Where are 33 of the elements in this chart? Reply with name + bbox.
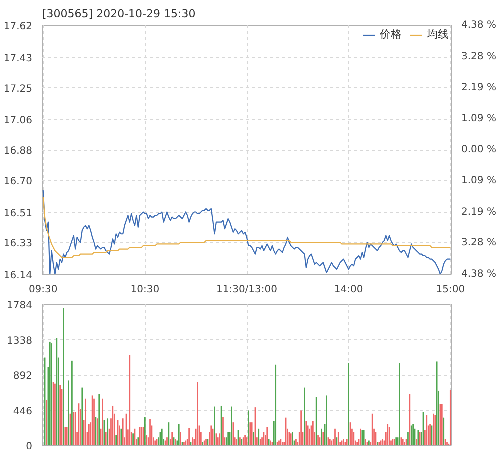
x-tick-label: 14:00 <box>334 284 364 296</box>
x-tick-label: 09:30 <box>28 284 58 296</box>
y2-tick-label: 1.09 % <box>462 114 496 125</box>
y-tick-label: 1338 <box>7 336 33 347</box>
x-tick-label: 11:30/13:00 <box>216 284 278 296</box>
y2-tick-label: 0.00 % <box>462 144 496 156</box>
y-tick-label: 446 <box>13 406 33 418</box>
y-tick-label: 17.43 <box>4 53 33 64</box>
y2-tick-label: 3.28 % <box>462 238 496 249</box>
y-tick-label: 17.06 <box>4 116 33 127</box>
x-tick-label: 15:00 <box>436 284 466 296</box>
chart-title: [300565] 2020-10-29 15:30 <box>42 8 196 20</box>
y-tick-label: 17.62 <box>4 22 33 32</box>
y2-tick-label: 2.19 % <box>462 82 496 94</box>
y-tick-label: 17.25 <box>4 84 33 95</box>
y-tick-label: 16.88 <box>4 146 33 157</box>
line-series <box>42 190 452 274</box>
y2-tick-label: 1.09 % <box>462 175 496 186</box>
y-tick-label: 16.51 <box>4 208 33 220</box>
y-tick-label: 892 <box>13 371 33 382</box>
y2-tick-label: 4.38 % <box>462 20 496 31</box>
y-tick-label: 0 <box>26 442 33 452</box>
legend-label: 均线 <box>427 27 449 42</box>
line-series <box>42 196 452 258</box>
y2-tick-label: 2.19 % <box>462 206 496 218</box>
y2-tick-label: 4.38 % <box>462 269 496 280</box>
y2-tick-label: 3.28 % <box>462 51 496 62</box>
y-tick-label: 16.70 <box>4 176 33 188</box>
legend-label: 价格 <box>380 27 402 42</box>
y-tick-label: 16.14 <box>4 270 33 282</box>
y-tick-label: 1784 <box>7 300 33 312</box>
y-tick-label: 16.33 <box>4 238 33 250</box>
x-tick-label: 10:30 <box>130 284 160 296</box>
